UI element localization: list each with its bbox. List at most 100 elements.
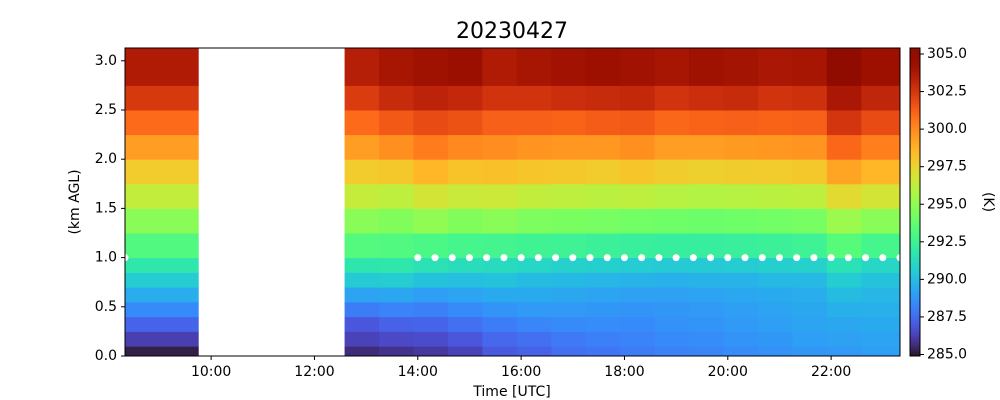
heatmap-cell <box>620 85 656 111</box>
y-tick-label: 3.0 <box>95 53 117 69</box>
colorbar-tick-label: 300.0 <box>927 121 967 137</box>
x-tick-label: 12:00 <box>294 364 334 380</box>
y-tick-label: 0.5 <box>95 299 117 315</box>
heatmap-cell <box>826 346 862 357</box>
heatmap-cell <box>757 272 793 288</box>
heatmap-cell <box>723 134 759 160</box>
heatmap-cell <box>792 257 828 273</box>
heatmap-cell <box>125 287 199 303</box>
heatmap-cell <box>551 109 587 136</box>
colorbar-tick-label: 290.0 <box>927 271 967 287</box>
heatmap-cell <box>344 48 380 86</box>
colorbar-tick-label: 287.5 <box>927 309 967 325</box>
heatmap-cell <box>723 287 759 303</box>
heatmap-cell <box>344 301 380 318</box>
heatmap-cell <box>826 183 862 209</box>
heatmap-cell <box>125 346 199 357</box>
heatmap-cell <box>723 331 759 347</box>
heatmap-cell <box>344 316 380 332</box>
x-tick-label: 22:00 <box>811 364 851 380</box>
heatmap-cell <box>723 183 759 209</box>
heatmap-cell <box>620 272 656 288</box>
y-tick-label: 1.0 <box>95 250 117 266</box>
heatmap-cell <box>792 232 828 259</box>
heatmap-cell <box>413 109 449 136</box>
heatmap-cell <box>379 272 415 288</box>
heatmap-cell <box>447 183 483 209</box>
heatmap-cell <box>482 301 518 318</box>
heatmap-cell <box>757 183 793 209</box>
heatmap-cell <box>792 159 828 185</box>
heatmap-cell <box>585 287 621 303</box>
marker <box>500 254 508 262</box>
heatmap-cell <box>723 257 759 273</box>
heatmap-cell <box>516 208 552 234</box>
heatmap-cell <box>413 346 449 357</box>
heatmap-cell <box>379 208 415 234</box>
heatmap-cell <box>792 183 828 209</box>
heatmap-cell <box>689 109 725 136</box>
heatmap-cell <box>585 85 621 111</box>
heatmap-cell <box>757 134 793 160</box>
heatmap-cell <box>551 208 587 234</box>
heatmap-cell <box>125 301 199 318</box>
heatmap-cell <box>654 134 690 160</box>
heatmap-cell <box>723 301 759 318</box>
heatmap-cell <box>379 316 415 332</box>
heatmap-cell <box>620 316 656 332</box>
heatmap-cell <box>757 208 793 234</box>
heatmap-cell <box>861 301 901 318</box>
heatmap-cell <box>447 287 483 303</box>
heatmap-cell <box>654 316 690 332</box>
heatmap-cell <box>379 287 415 303</box>
heatmap-cell <box>125 208 199 234</box>
heatmap-cell <box>792 331 828 347</box>
heatmap-cell <box>447 316 483 332</box>
heatmap-cell <box>689 183 725 209</box>
heatmap-cell <box>413 85 449 111</box>
heatmap-cell <box>861 48 901 86</box>
x-axis-label: Time [UTC] <box>472 384 550 400</box>
x-tick-label: 20:00 <box>708 364 748 380</box>
heatmap-cell <box>344 109 380 136</box>
heatmap-cell <box>826 48 862 86</box>
heatmap-cell <box>482 287 518 303</box>
heatmap-cell <box>757 346 793 357</box>
heatmap-cell <box>379 183 415 209</box>
heatmap-cell <box>413 208 449 234</box>
heatmap-cell <box>585 316 621 332</box>
heatmap-cell <box>689 232 725 259</box>
heatmap-cell <box>757 316 793 332</box>
heatmap-cell <box>379 109 415 136</box>
heatmap-cell <box>861 109 901 136</box>
heatmap-cell <box>826 208 862 234</box>
heatmap-cell <box>620 346 656 357</box>
heatmap-cell <box>379 346 415 357</box>
heatmap-cell <box>551 346 587 357</box>
heatmap-cell <box>654 301 690 318</box>
heatmap-cell <box>344 346 380 357</box>
heatmap-cell <box>516 85 552 111</box>
marker <box>672 254 680 262</box>
heatmap-cell <box>413 183 449 209</box>
heatmap-cell <box>344 232 380 259</box>
heatmap-cell <box>861 331 901 347</box>
heatmap-cell <box>689 134 725 160</box>
heatmap-cell <box>689 272 725 288</box>
plot-frame <box>124 47 901 357</box>
x-tick-label: 16:00 <box>501 364 541 380</box>
heatmap-cell <box>620 48 656 86</box>
marker <box>844 254 852 262</box>
heatmap-cell <box>447 232 483 259</box>
colorbar-tick-label: 302.5 <box>927 84 967 100</box>
heatmap-cell <box>551 272 587 288</box>
heatmap-cell <box>516 346 552 357</box>
heatmap-cell <box>344 208 380 234</box>
marker <box>534 254 542 262</box>
heatmap-cell <box>516 331 552 347</box>
heatmap-cell <box>482 85 518 111</box>
heatmap-cell <box>654 85 690 111</box>
heatmap-cell <box>861 316 901 332</box>
heatmap-cell <box>551 287 587 303</box>
marker <box>483 254 491 262</box>
